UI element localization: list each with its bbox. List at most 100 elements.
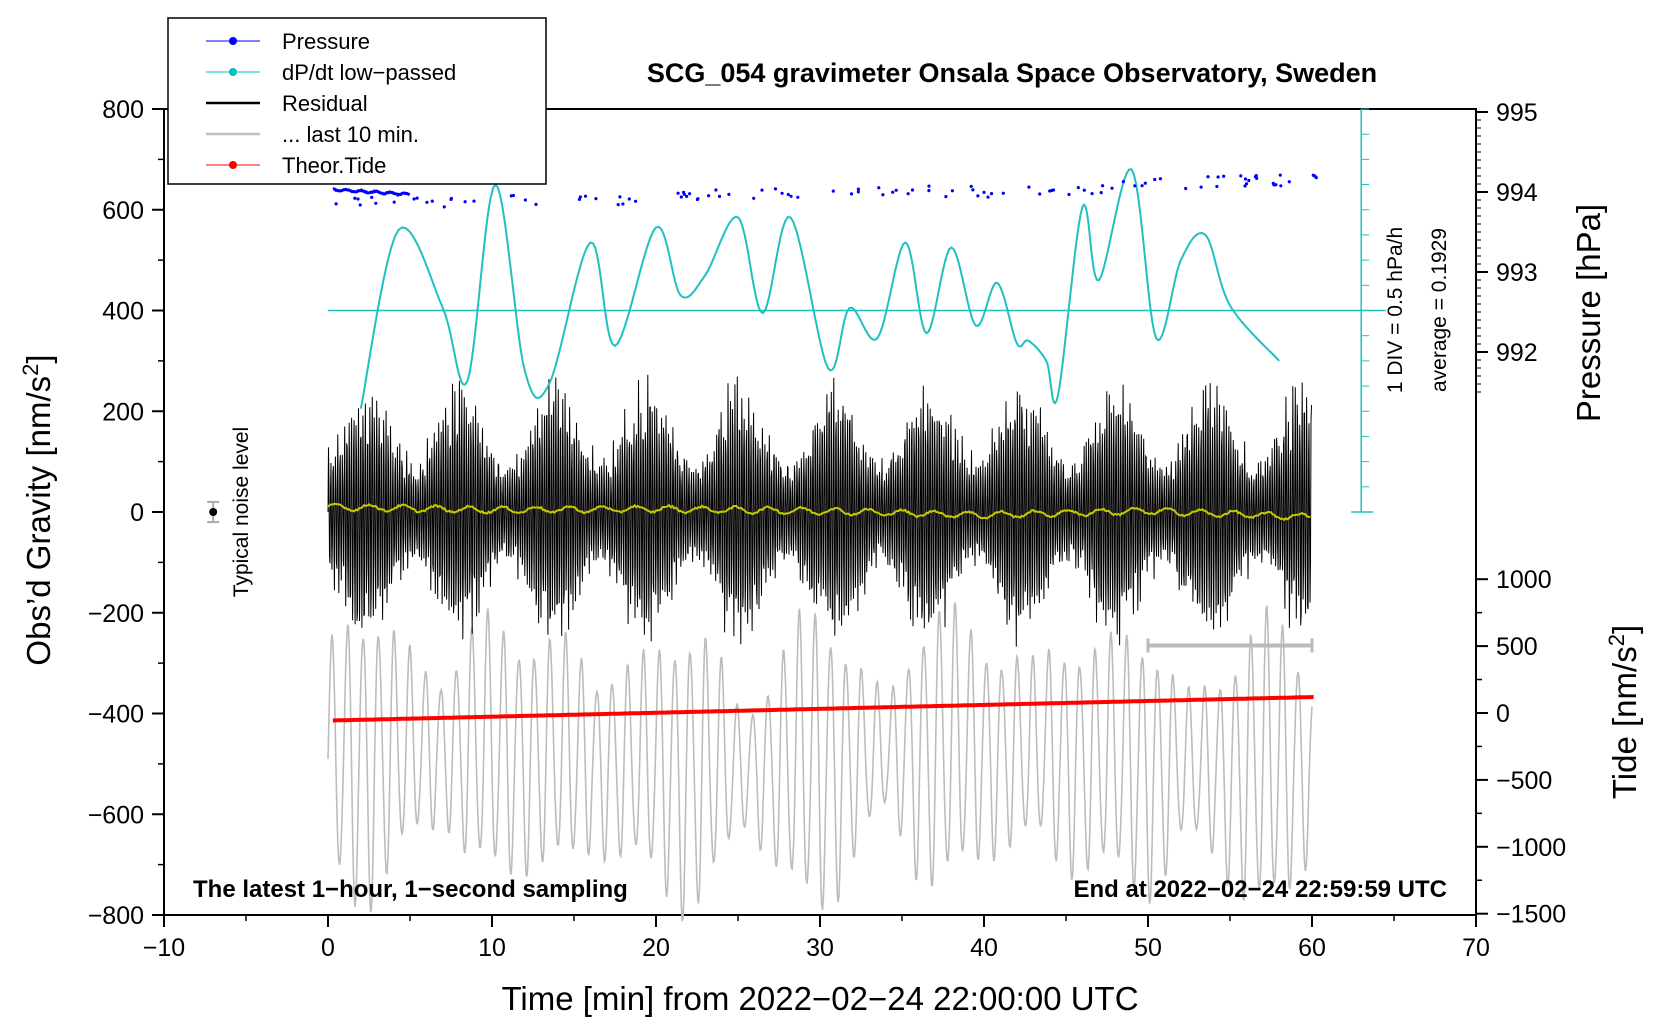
pressure-dip-point (1216, 175, 1220, 179)
tide-tick-label: −1000 (1496, 834, 1566, 862)
pressure-dip-point (944, 195, 948, 199)
x-tick-label: 70 (1462, 934, 1490, 962)
pressure-dip-point (1140, 184, 1144, 188)
pressure-dip-point (971, 188, 975, 192)
pressure-dip-point (786, 192, 790, 197)
pressure-dip-point (796, 195, 800, 199)
theor-tide-line (332, 695, 1314, 723)
tide-label-sup: 2 (1604, 634, 1629, 646)
pressure-dip-point (1099, 191, 1103, 195)
pressure-dip-point (1082, 188, 1086, 192)
pressure-dip-point (727, 192, 731, 196)
pressure-dip-point (856, 187, 861, 191)
legend-marker (229, 161, 237, 169)
y-tick-label: −200 (88, 600, 144, 628)
pressure-dip-point (1133, 184, 1137, 188)
dpdt-series (328, 168, 1386, 409)
legend-marker (229, 37, 237, 45)
pressure-dip-point (714, 188, 718, 192)
legend-marker (229, 68, 237, 76)
pressure-dip-point (1278, 173, 1282, 177)
pressure-dip-point (534, 202, 538, 206)
tide-label-main: Tide [nm/s (1606, 646, 1643, 799)
pressure-dip-point (627, 197, 631, 201)
pressure-dip-point (950, 189, 955, 193)
pressure-dip-point (358, 203, 362, 207)
pressure-dip-point (986, 195, 990, 199)
pressure-dip-point (1243, 177, 1248, 181)
pressure-axis-ticks: 995 994 993 992 (1476, 99, 1538, 393)
tide-label-close: ] (1606, 625, 1643, 634)
pressure-dip-point (472, 199, 476, 203)
legend-label: Pressure (282, 29, 370, 54)
pressure-dip-point (856, 190, 861, 194)
pressure-dip-point (891, 190, 895, 194)
x-tick-label: 0 (321, 934, 335, 962)
residual-lowpass-series (327, 502, 1311, 522)
noise-bar-point (209, 508, 218, 516)
pressure-dip-point (1090, 192, 1094, 196)
y-left-axis-ticks: 800 600 400 200 0 −200 −400 −600 −800 (88, 96, 164, 930)
pressure-dip-point (353, 196, 357, 200)
residual-lowpass-line (327, 502, 1311, 522)
pressure-dip-point (685, 194, 689, 198)
x-tick-label: 50 (1134, 934, 1162, 962)
pressure-dip-point (1184, 186, 1188, 191)
pressure-dip-point (1239, 174, 1243, 178)
pressure-dip-point (695, 197, 700, 202)
pressure-dip-point (594, 197, 598, 201)
pressure-dip-point (707, 194, 711, 198)
pressure-dip-point (676, 191, 680, 195)
dpdt-average-annotation: average = 0.1929 (1428, 228, 1451, 392)
pressure-dip-point (523, 198, 528, 202)
pressure-dip-point (1244, 182, 1249, 186)
pressure-tick-label: 992 (1496, 339, 1538, 367)
x-tick-label: −10 (143, 934, 185, 962)
pressure-dip-point (430, 199, 434, 203)
pressure-dip-point (634, 199, 638, 203)
pressure-dip-point (1076, 186, 1080, 190)
pressure-dip-point (392, 200, 396, 204)
pressure-dip-point (463, 200, 467, 204)
x-tick-label: 30 (806, 934, 834, 962)
tide-tick-label: 1000 (1496, 566, 1552, 594)
pressure-dip-point (370, 195, 374, 199)
pressure-tick-label: 995 (1496, 99, 1538, 127)
pressure-dip-point (1158, 177, 1162, 181)
pressure-dip-point (1243, 184, 1247, 188)
tide-tick-label: 500 (1496, 633, 1538, 661)
last-10-min-series (327, 602, 1313, 922)
tide-tick-label: −500 (1496, 767, 1552, 795)
tide-axis-ticks: 1000 500 0 −500 −1000 −1500 (1476, 566, 1566, 929)
y-tick-label: 800 (102, 96, 144, 124)
x-tick-label: 40 (970, 934, 998, 962)
pressure-tick-label: 993 (1496, 259, 1538, 287)
pressure-dip-point (415, 196, 419, 200)
y-tick-label: 0 (130, 499, 144, 527)
pressure-dip-point (906, 192, 910, 196)
pressure-dip-point (877, 186, 881, 190)
tide-tick-label: −1500 (1496, 901, 1566, 929)
pressure-dip-point (682, 190, 686, 194)
bottom-right-annotation: End at 2022−02−24 22:59:59 UTC (1073, 876, 1447, 903)
y-tick-label: 600 (102, 197, 144, 225)
pressure-dip-point (578, 195, 583, 199)
pressure-dip-point (1222, 174, 1226, 178)
y-tick-label: −800 (88, 902, 144, 930)
pressure-dip-point (1311, 173, 1315, 177)
pressure-axis-title: Pressure [hPa] (1570, 204, 1607, 422)
last-10-min-line (327, 602, 1313, 922)
pressure-tick-label: 994 (1496, 179, 1538, 207)
pressure-dip-point (511, 193, 515, 198)
pressure-dip-point (1272, 183, 1276, 187)
x-axis-title: Time [min] from 2022−02−24 22:00:00 UTC (501, 980, 1138, 1017)
pressure-dip-point (780, 191, 784, 195)
pressure-dip-point (577, 197, 582, 201)
y-left-label-close: ] (20, 354, 57, 363)
y-tick-label: −400 (88, 701, 144, 729)
pressure-line (332, 187, 411, 197)
pressure-dip-point (894, 188, 898, 192)
pressure-dip-point (1027, 185, 1031, 189)
pressure-dip-point (773, 187, 778, 191)
